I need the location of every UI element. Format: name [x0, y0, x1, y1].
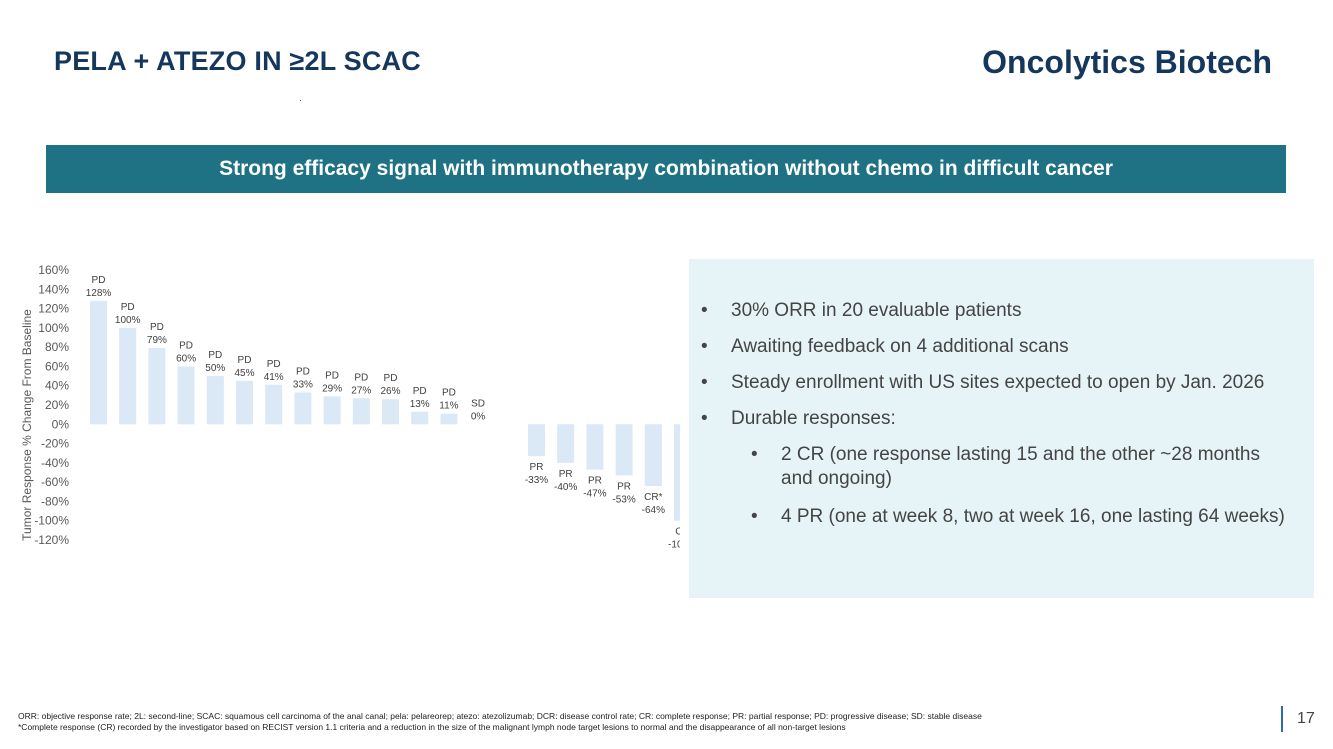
- bar-category-label: PD: [238, 355, 252, 366]
- y-tick-label: -20%: [41, 437, 69, 451]
- bar: [148, 348, 166, 425]
- y-tick-label: 40%: [45, 379, 69, 393]
- sub-bullet-item: 2 CR (one response lasting 15 and the ot…: [689, 443, 1314, 491]
- bar: [674, 424, 680, 521]
- y-tick-label: 20%: [45, 398, 69, 412]
- bar-value-label: 100%: [115, 315, 141, 326]
- page-number: 17: [1297, 710, 1315, 727]
- bar-value-label: -33%: [525, 475, 548, 486]
- bar-value-label: 50%: [205, 363, 225, 374]
- bar-category-label: PD: [179, 340, 193, 351]
- bar-value-label: -100%: [668, 540, 680, 551]
- sub-bullet-item: 4 PR (one at week 8, two at week 16, one…: [689, 505, 1314, 529]
- bar-category-label: PD: [267, 359, 281, 370]
- findings-list: 30% ORR in 20 evaluable patients Awaitin…: [689, 299, 1314, 543]
- page-number-divider: [1281, 706, 1283, 732]
- y-tick-label: -40%: [41, 456, 69, 470]
- y-tick-label: 100%: [38, 321, 69, 335]
- bar-category-label: PR: [559, 469, 573, 480]
- bar-value-label: 27%: [351, 385, 371, 396]
- bar: [440, 413, 458, 425]
- bar-value-label: 45%: [234, 368, 254, 379]
- y-tick-label: 160%: [38, 263, 69, 277]
- y-tick-label: 60%: [45, 359, 69, 373]
- brand-logo-text: Oncolytics Biotech: [982, 44, 1272, 80]
- y-tick-label: 140%: [38, 282, 69, 296]
- decorative-dot: [300, 100, 301, 101]
- bar-category-label: PR: [588, 476, 602, 487]
- bar: [294, 392, 312, 425]
- bar: [644, 424, 662, 486]
- bar-value-label: 79%: [147, 335, 167, 346]
- waterfall-chart: Tumor Response % Change From Baseline 160…: [20, 263, 680, 551]
- bar: [615, 424, 633, 476]
- bar: [177, 366, 195, 425]
- y-tick-label: 120%: [38, 302, 69, 316]
- bar-value-label: 60%: [176, 353, 196, 364]
- bar: [206, 376, 224, 425]
- bar-category-label: SD: [471, 398, 485, 409]
- bar: [586, 424, 604, 470]
- bar: [236, 380, 253, 425]
- key-findings-panel: 30% ORR in 20 evaluable patients Awaitin…: [689, 259, 1314, 598]
- bar-value-label: 13%: [410, 399, 430, 410]
- y-tick-label: 80%: [45, 340, 69, 354]
- bar: [90, 300, 107, 425]
- bar-category-label: CR: [675, 527, 680, 538]
- bar-category-label: PD: [296, 366, 310, 377]
- footnote-abbreviations: ORR: objective response rate; 2L: second…: [18, 711, 982, 721]
- footnote: ORR: objective response rate; 2L: second…: [18, 711, 1258, 733]
- bar: [382, 399, 399, 425]
- y-tick-label: -60%: [41, 475, 69, 489]
- bar-value-label: 29%: [322, 383, 342, 394]
- y-axis-label: Tumor Response % Change From Baseline: [20, 309, 34, 541]
- bar-category-label: PD: [354, 372, 368, 383]
- bullet-item: 30% ORR in 20 evaluable patients: [689, 299, 1314, 323]
- bar-category-label: PD: [121, 302, 135, 313]
- bar-category-label: PD: [442, 388, 456, 399]
- y-tick-label: 0%: [52, 417, 70, 431]
- bar: [411, 411, 429, 425]
- bar-category-label: PD: [208, 350, 222, 361]
- bar-value-label: 33%: [293, 379, 313, 390]
- bar: [557, 424, 575, 463]
- bullet-item: Durable responses:: [689, 407, 1314, 431]
- bar-value-label: -53%: [612, 494, 635, 505]
- bar-category-label: PD: [150, 322, 164, 333]
- headline-banner: Strong efficacy signal with immunotherap…: [46, 145, 1286, 193]
- bar-value-label: 41%: [264, 372, 284, 383]
- y-tick-label: -100%: [34, 514, 69, 528]
- bar-category-label: PR: [617, 481, 631, 492]
- page-title: PELA + ATEZO IN ≥2L SCAC: [54, 46, 421, 76]
- bar: [528, 424, 545, 457]
- bar-value-label: -47%: [583, 489, 606, 500]
- bar-value-label: -64%: [642, 505, 665, 516]
- bar-category-label: PD: [413, 386, 427, 397]
- bar-value-label: 26%: [380, 386, 400, 397]
- bar: [265, 384, 283, 425]
- footnote-cr-definition: *Complete response (CR) recorded by the …: [18, 722, 846, 732]
- bar-value-label: 0%: [471, 411, 486, 422]
- bullet-item: Awaiting feedback on 4 additional scans: [689, 335, 1314, 359]
- bar: [352, 398, 370, 425]
- bar-category-label: PR: [530, 462, 544, 473]
- bar-category-label: PD: [325, 370, 339, 381]
- bar-category-label: CR*: [644, 492, 662, 503]
- bar: [323, 396, 341, 425]
- bar: [119, 327, 137, 425]
- bar-value-label: -40%: [554, 482, 577, 493]
- banner-text: Strong efficacy signal with immunotherap…: [219, 157, 1113, 180]
- bar-value-label: 11%: [439, 401, 458, 412]
- bar-category-label: PD: [384, 373, 398, 384]
- bar-value-label: 128%: [86, 288, 112, 299]
- y-tick-label: -80%: [41, 494, 69, 508]
- bar-category-label: PD: [92, 275, 106, 286]
- bullet-item: Steady enrollment with US sites expected…: [689, 371, 1314, 395]
- y-tick-label: -120%: [34, 533, 69, 547]
